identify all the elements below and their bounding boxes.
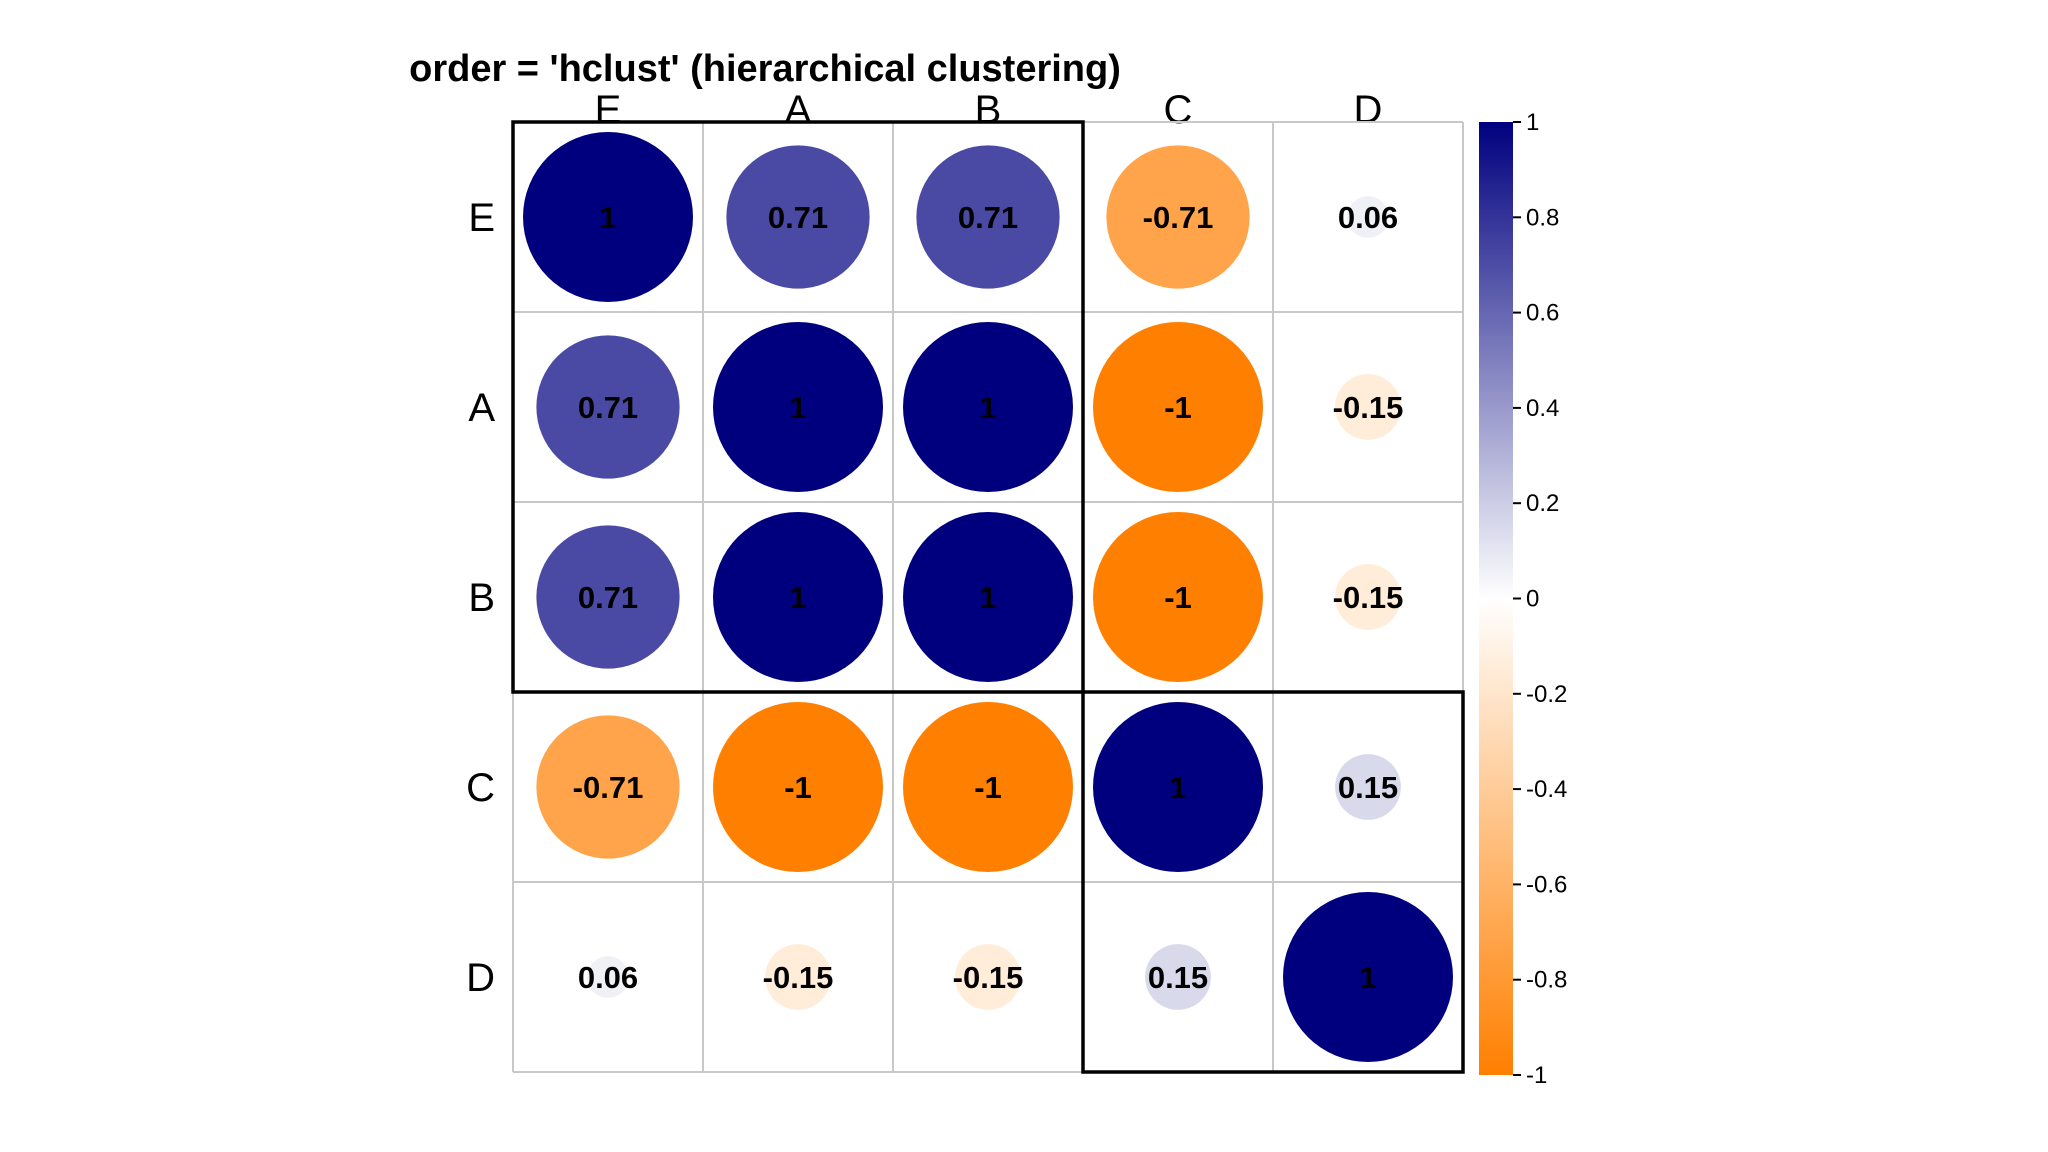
- y-axis-labels: E A B C D: [466, 196, 495, 1000]
- correlation-circle-e-c: [1106, 145, 1250, 289]
- x-axis-label-b: B: [975, 88, 1002, 132]
- correlation-value-a-c: -1: [1164, 390, 1192, 425]
- correlation-circle-b-e: [536, 525, 680, 669]
- correlation-value-b-b: 1: [979, 580, 996, 615]
- legend-tick-label: -0.4: [1526, 776, 1567, 803]
- y-axis-label-e: E: [468, 196, 495, 240]
- correlation-circle-c-c: [1093, 702, 1263, 872]
- legend-tick-label: -0.8: [1526, 967, 1567, 994]
- correlation-value-b-a: 1: [789, 580, 806, 615]
- y-axis-label-b: B: [468, 576, 495, 620]
- correlation-value-a-b: 1: [979, 390, 996, 425]
- y-axis-label-c: C: [466, 766, 495, 810]
- correlation-circle-b-d: [1335, 564, 1401, 630]
- correlation-circle-d-c: [1145, 944, 1211, 1010]
- correlation-circle-c-e: [536, 715, 680, 859]
- correlation-value-b-d: -0.15: [1333, 580, 1404, 615]
- legend-tick-label: -1: [1526, 1062, 1547, 1089]
- legend-tick-label: 1: [1526, 109, 1539, 136]
- correlation-circle-d-b: [955, 944, 1021, 1010]
- correlation-circle-a-a: [713, 322, 883, 492]
- correlation-circle-a-b: [903, 322, 1073, 492]
- correlation-value-d-a: -0.15: [763, 960, 834, 995]
- legend-ticks: 1 0.8 0.6 0.4 0.2 0 -0.2 -0.4 -0.6 -0.8 -1: [1513, 109, 1567, 1089]
- correlation-circle-c-d: [1335, 754, 1401, 820]
- correlation-circle-d-e: [587, 956, 629, 998]
- correlation-value-b-c: -1: [1164, 580, 1192, 615]
- correlation-value-c-c: 1: [1169, 770, 1186, 805]
- correlation-value-c-d: 0.15: [1338, 770, 1398, 805]
- correlation-value-c-a: -1: [784, 770, 812, 805]
- correlation-circle-d-a: [765, 944, 831, 1010]
- correlation-value-c-e: -0.71: [573, 770, 644, 805]
- correlation-value-d-e: 0.06: [578, 960, 638, 995]
- legend-tick-label: 0.4: [1526, 395, 1559, 422]
- legend-tick-label: 0: [1526, 586, 1539, 613]
- x-axis-label-a: A: [785, 88, 812, 132]
- correlation-value-e-c: -0.71: [1143, 200, 1214, 235]
- correlation-value-c-b: -1: [974, 770, 1002, 805]
- legend-tick-label: 0.8: [1526, 204, 1559, 231]
- correlation-circle-a-c: [1093, 322, 1263, 492]
- correlation-value-a-a: 1: [789, 390, 806, 425]
- correlation-value-e-b: 0.71: [958, 200, 1018, 235]
- legend-color-bar: [1479, 122, 1513, 1075]
- cluster-rectangles: [511, 120, 1465, 1074]
- y-axis-label-d: D: [466, 956, 495, 1000]
- cluster-rectangle-1: [511, 120, 1085, 694]
- correlation-circle-e-b: [916, 145, 1060, 289]
- correlation-circle-c-b: [903, 702, 1073, 872]
- correlation-circle-e-d: [1347, 196, 1389, 238]
- color-legend: 1 0.8 0.6 0.4 0.2 0 -0.2 -0.4 -0.6 -0.8 -1: [1479, 109, 1567, 1089]
- correlation-value-e-a: 0.71: [768, 200, 828, 235]
- correlation-value-a-e: 0.71: [578, 390, 638, 425]
- correlation-circle-e-e: [523, 132, 693, 302]
- correlation-circle-b-a: [713, 512, 883, 682]
- correlation-circle-c-a: [713, 702, 883, 872]
- correlation-circle-b-b: [903, 512, 1073, 682]
- legend-tick-label: -0.2: [1526, 681, 1567, 708]
- correlation-circle-a-e: [536, 335, 680, 479]
- x-axis-label-d: D: [1354, 88, 1383, 132]
- y-axis-label-a: A: [468, 386, 495, 430]
- correlation-value-d-c: 0.15: [1148, 960, 1208, 995]
- correlation-circle-b-c: [1093, 512, 1263, 682]
- correlation-circle-e-a: [726, 145, 870, 289]
- chart-title: order = 'hclust' (hierarchical clusterin…: [409, 48, 1121, 90]
- correlation-circle-a-d: [1335, 374, 1401, 440]
- correlation-value-b-e: 0.71: [578, 580, 638, 615]
- correlation-value-d-b: -0.15: [953, 960, 1024, 995]
- correlation-value-e-d: 0.06: [1338, 200, 1398, 235]
- correlation-circle-d-d: [1283, 892, 1453, 1062]
- x-axis-label-e: E: [595, 88, 622, 132]
- legend-tick-label: -0.6: [1526, 871, 1567, 898]
- correlation-cells: 1 0.71 0.71 -0.71 0.06 0.71 1 1 -1 -0.15 0.71 1 1 -1 -…: [523, 132, 1453, 1062]
- correlation-value-a-d: -0.15: [1333, 390, 1404, 425]
- x-axis-label-c: C: [1164, 88, 1193, 132]
- legend-tick-label: 0.6: [1526, 300, 1559, 327]
- correlation-value-e-e: 1: [599, 200, 616, 235]
- correlation-value-d-d: 1: [1359, 960, 1376, 995]
- cluster-rectangle-2: [1081, 690, 1465, 1074]
- legend-tick-label: 0.2: [1526, 490, 1559, 517]
